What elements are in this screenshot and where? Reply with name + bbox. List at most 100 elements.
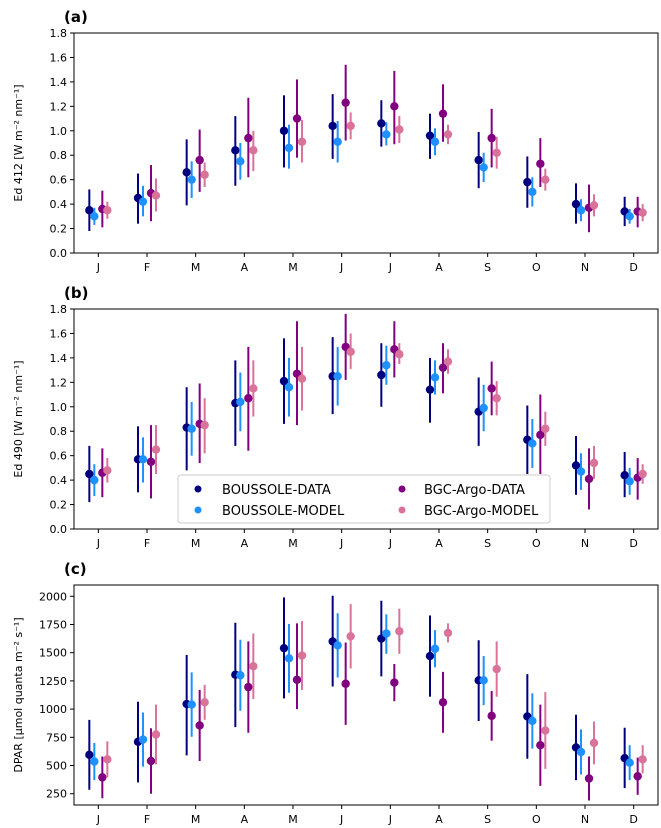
series-boussole-model (90, 121, 634, 225)
legend-entry: BOUSSOLE-MODEL (194, 504, 345, 519)
y-axis-label: Ed 412 [W m⁻² nm⁻¹] (12, 84, 25, 201)
y-tick-label: 0.8 (50, 149, 68, 162)
x-tick-label: M (191, 813, 201, 826)
data-point (589, 201, 599, 210)
data-point (638, 208, 647, 217)
legend-label: BOUSSOLE-DATA (222, 483, 331, 498)
data-point (279, 126, 289, 135)
data-point (85, 750, 94, 759)
x-tick-label: M (191, 261, 201, 274)
x-tick-label: J (388, 813, 392, 826)
data-point (430, 137, 440, 146)
y-tick-label: 0.0 (50, 523, 68, 536)
data-point (438, 698, 448, 707)
data-point (576, 747, 586, 757)
x-tick-label: N (581, 537, 589, 550)
data-point (236, 397, 245, 407)
data-point (85, 469, 94, 479)
y-tick-label: 0.6 (50, 450, 68, 463)
data-point (528, 187, 537, 197)
data-point (103, 466, 112, 475)
data-point (625, 212, 634, 221)
y-tick-label: 1.0 (50, 125, 68, 138)
x-tick-label: F (144, 813, 150, 826)
x-tick-label: F (144, 537, 150, 550)
legend-marker (398, 506, 406, 514)
x-tick-label: J (96, 537, 100, 550)
data-point (90, 475, 99, 485)
panel-c: (c) DPAR [μmol quanta m⁻² s⁻¹] 250 500 750… (12, 560, 659, 826)
y-tick-label: 1.4 (50, 352, 68, 365)
y-tick-label: 500 (46, 760, 67, 773)
data-point (195, 155, 204, 165)
legend-frame (177, 474, 551, 524)
data-point (231, 146, 240, 155)
y-tick-label: 1.6 (50, 327, 68, 340)
data-point (341, 679, 350, 688)
data-point (377, 119, 386, 128)
legend-label: BGC-Argo-MODEL (424, 504, 539, 519)
data-point (576, 206, 586, 215)
data-point (182, 168, 191, 177)
y-tick-label: 1.8 (50, 303, 68, 316)
data-point (395, 125, 404, 134)
data-point (571, 461, 581, 470)
x-tick-label: M (288, 261, 298, 274)
y-axis-label: DPAR [μmol quanta m⁻² s⁻¹] (12, 617, 25, 772)
x-tick-label: M (288, 813, 298, 826)
data-point (492, 148, 501, 157)
y-tick-label: 2000 (39, 590, 67, 603)
y-axis-label: Ed 490 [W m⁻² nm⁻¹] (12, 360, 25, 477)
data-point (382, 629, 391, 638)
data-point (523, 177, 532, 187)
x-tick-label: D (629, 537, 637, 550)
axes-frame (73, 584, 659, 806)
series-bgc-argo-model (103, 112, 647, 222)
data-point (292, 675, 302, 684)
data-point (279, 643, 289, 653)
series-bgc-argo-data (98, 64, 642, 233)
data-point (443, 357, 453, 366)
data-point (187, 700, 196, 709)
data-point (187, 424, 196, 433)
data-point (638, 755, 647, 764)
data-point (236, 671, 245, 680)
data-point (390, 678, 399, 687)
x-tick-label: N (581, 261, 589, 274)
series-boussole-model (90, 345, 634, 496)
data-point (479, 676, 488, 685)
x-tick-label: S (484, 813, 491, 826)
data-point (151, 730, 161, 739)
data-point (90, 757, 99, 766)
y-tick-label: 1.6 (50, 51, 68, 64)
x-tick-label: A (435, 537, 443, 550)
x-tick-label: A (241, 813, 249, 826)
panel-label: (b) (64, 284, 88, 302)
y-tick-label: 0.2 (50, 499, 68, 512)
x-tick-label: D (629, 813, 637, 826)
data-point (333, 372, 342, 381)
data-point (382, 130, 391, 139)
data-point (279, 376, 289, 386)
data-point (625, 477, 634, 486)
x-tick-label: S (484, 261, 491, 274)
data-point (98, 773, 107, 782)
legend-marker (194, 506, 202, 514)
y-tick-label: 0.0 (50, 247, 68, 260)
x-tick-label: F (144, 261, 150, 274)
data-point (236, 157, 245, 166)
x-tick-label: D (629, 261, 637, 274)
data-point (620, 471, 629, 480)
y-tick-label: 1000 (39, 703, 67, 716)
data-point (438, 363, 448, 372)
data-point (576, 467, 586, 476)
data-point (103, 755, 112, 764)
y-tick-label: 0.6 (50, 174, 68, 187)
data-point (146, 457, 156, 466)
x-tick-label: A (241, 537, 249, 550)
plot-area: 0.0 0.2 0.4 0.6 0.8 1.0 1.2 1.4 1.6 1.8 J F M A M J J A S O… (50, 27, 659, 274)
data-point (382, 361, 391, 370)
data-point (541, 424, 550, 433)
data-point (487, 711, 496, 721)
data-point (195, 721, 204, 730)
